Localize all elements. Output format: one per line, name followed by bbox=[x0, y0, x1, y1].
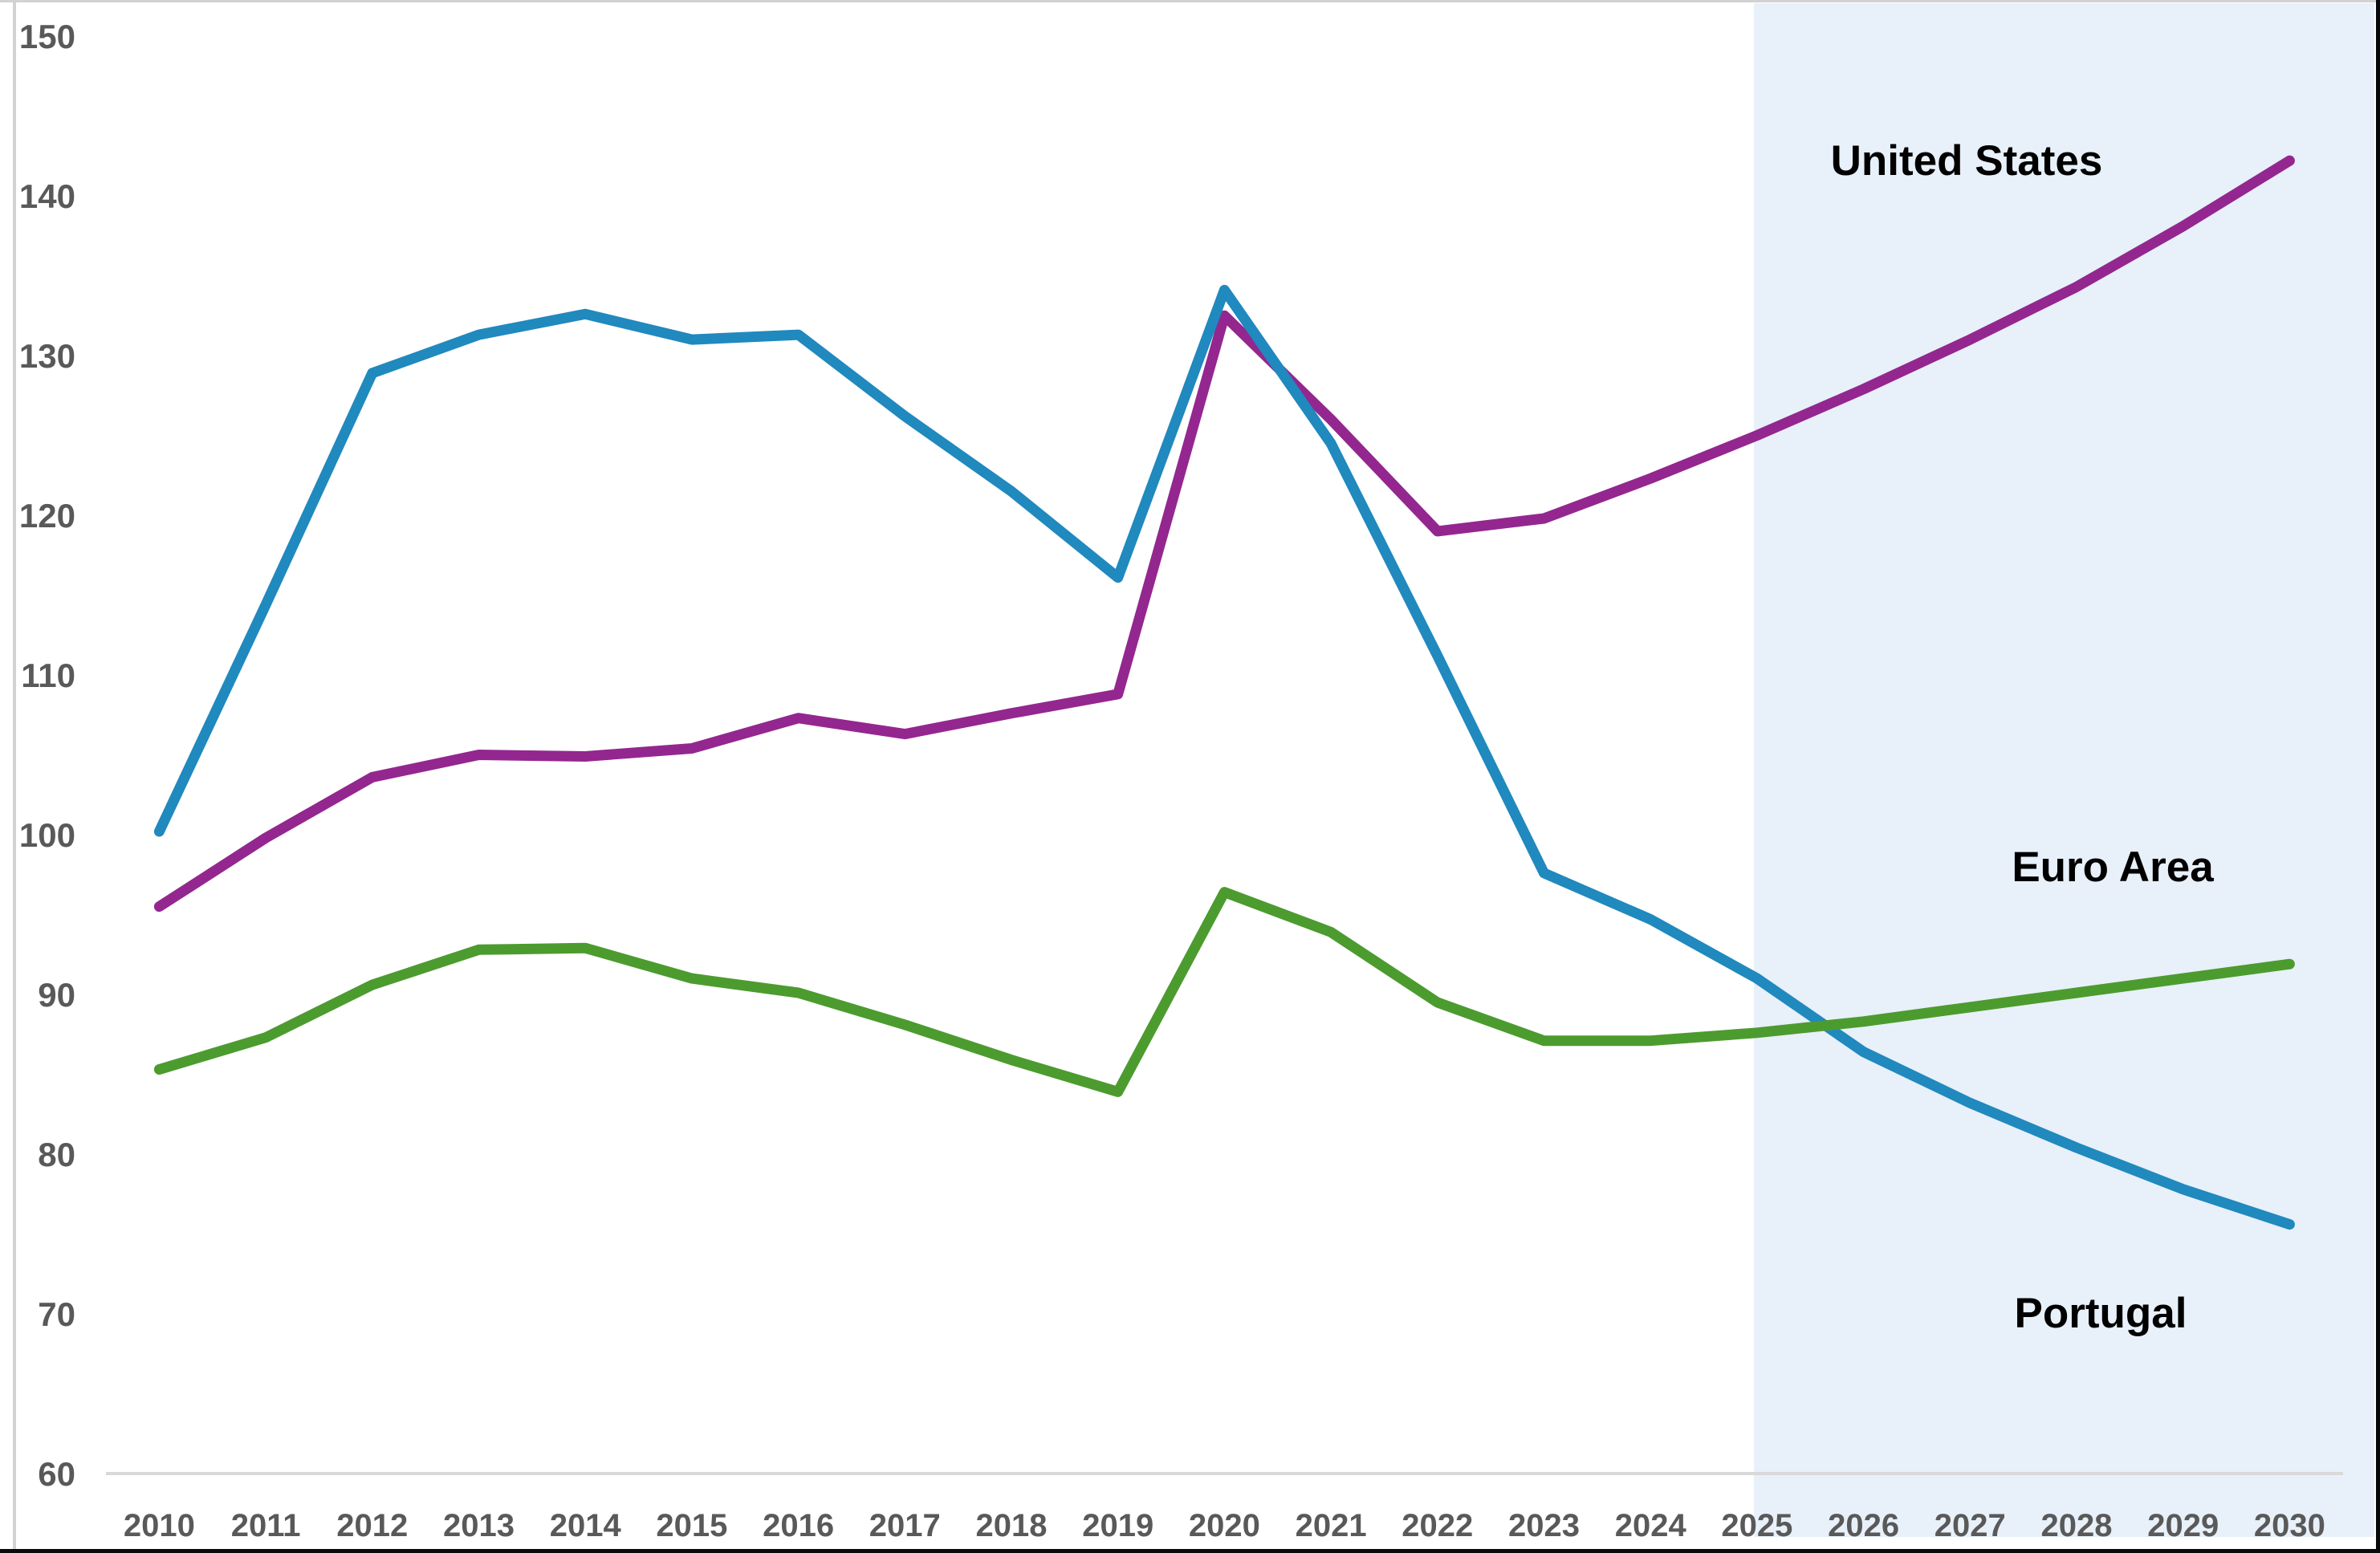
euro-area-line bbox=[153, 887, 2295, 1097]
projection-shaded-band bbox=[1754, 3, 2374, 1537]
y-tick-140: 140 bbox=[19, 177, 75, 215]
x-tick-2010: 2010 bbox=[124, 1508, 195, 1543]
y-tick-60: 60 bbox=[38, 1455, 75, 1493]
y-tick-150: 150 bbox=[19, 18, 75, 55]
x-tick-2028: 2028 bbox=[2041, 1508, 2113, 1543]
series-label-united-states: United States bbox=[1831, 137, 2103, 185]
x-axis-tick-labels: 2010 2011 2012 2013 2014 2015 2016 2017 2018 2019… bbox=[124, 1508, 2325, 1543]
frame-bottom-edge bbox=[0, 1549, 2380, 1553]
portugal-line bbox=[153, 284, 2295, 1230]
x-tick-2027: 2027 bbox=[1935, 1508, 2006, 1543]
x-tick-2023: 2023 bbox=[1508, 1508, 1580, 1543]
x-tick-2017: 2017 bbox=[869, 1508, 941, 1543]
x-tick-2011: 2011 bbox=[231, 1508, 301, 1543]
y-tick-100: 100 bbox=[19, 816, 75, 854]
y-tick-120: 120 bbox=[19, 497, 75, 535]
y-tick-110: 110 bbox=[21, 657, 75, 694]
x-tick-2014: 2014 bbox=[550, 1508, 622, 1543]
x-tick-2016: 2016 bbox=[763, 1508, 834, 1543]
x-tick-2019: 2019 bbox=[1082, 1508, 1153, 1543]
frame-left-edge bbox=[13, 0, 16, 1550]
x-tick-2015: 2015 bbox=[656, 1508, 727, 1543]
x-tick-2018: 2018 bbox=[976, 1508, 1048, 1543]
x-tick-2012: 2012 bbox=[336, 1508, 408, 1543]
x-tick-2024: 2024 bbox=[1615, 1508, 1687, 1543]
x-tick-2021: 2021 bbox=[1296, 1508, 1367, 1543]
x-tick-2030: 2030 bbox=[2254, 1508, 2325, 1543]
x-tick-2029: 2029 bbox=[2147, 1508, 2219, 1543]
series-label-portugal: Portugal bbox=[2015, 1290, 2187, 1337]
y-tick-80: 80 bbox=[38, 1136, 75, 1173]
x-tick-2013: 2013 bbox=[443, 1508, 515, 1543]
frame-top-edge bbox=[0, 0, 2380, 2]
x-tick-2020: 2020 bbox=[1189, 1508, 1260, 1543]
y-tick-90: 90 bbox=[38, 976, 75, 1014]
x-tick-2026: 2026 bbox=[1828, 1508, 1899, 1543]
x-tick-2022: 2022 bbox=[1402, 1508, 1473, 1543]
series-label-euro-area: Euro Area bbox=[2012, 844, 2214, 891]
y-tick-130: 130 bbox=[19, 337, 75, 375]
y-tick-70: 70 bbox=[38, 1295, 75, 1333]
y-axis-tick-labels: 60 70 80 90 100 110 120 130 140 150 bbox=[19, 18, 75, 1493]
x-tick-2025: 2025 bbox=[1721, 1508, 1792, 1543]
frame-right-edge bbox=[2376, 0, 2380, 1553]
united-states-line bbox=[153, 155, 2295, 913]
